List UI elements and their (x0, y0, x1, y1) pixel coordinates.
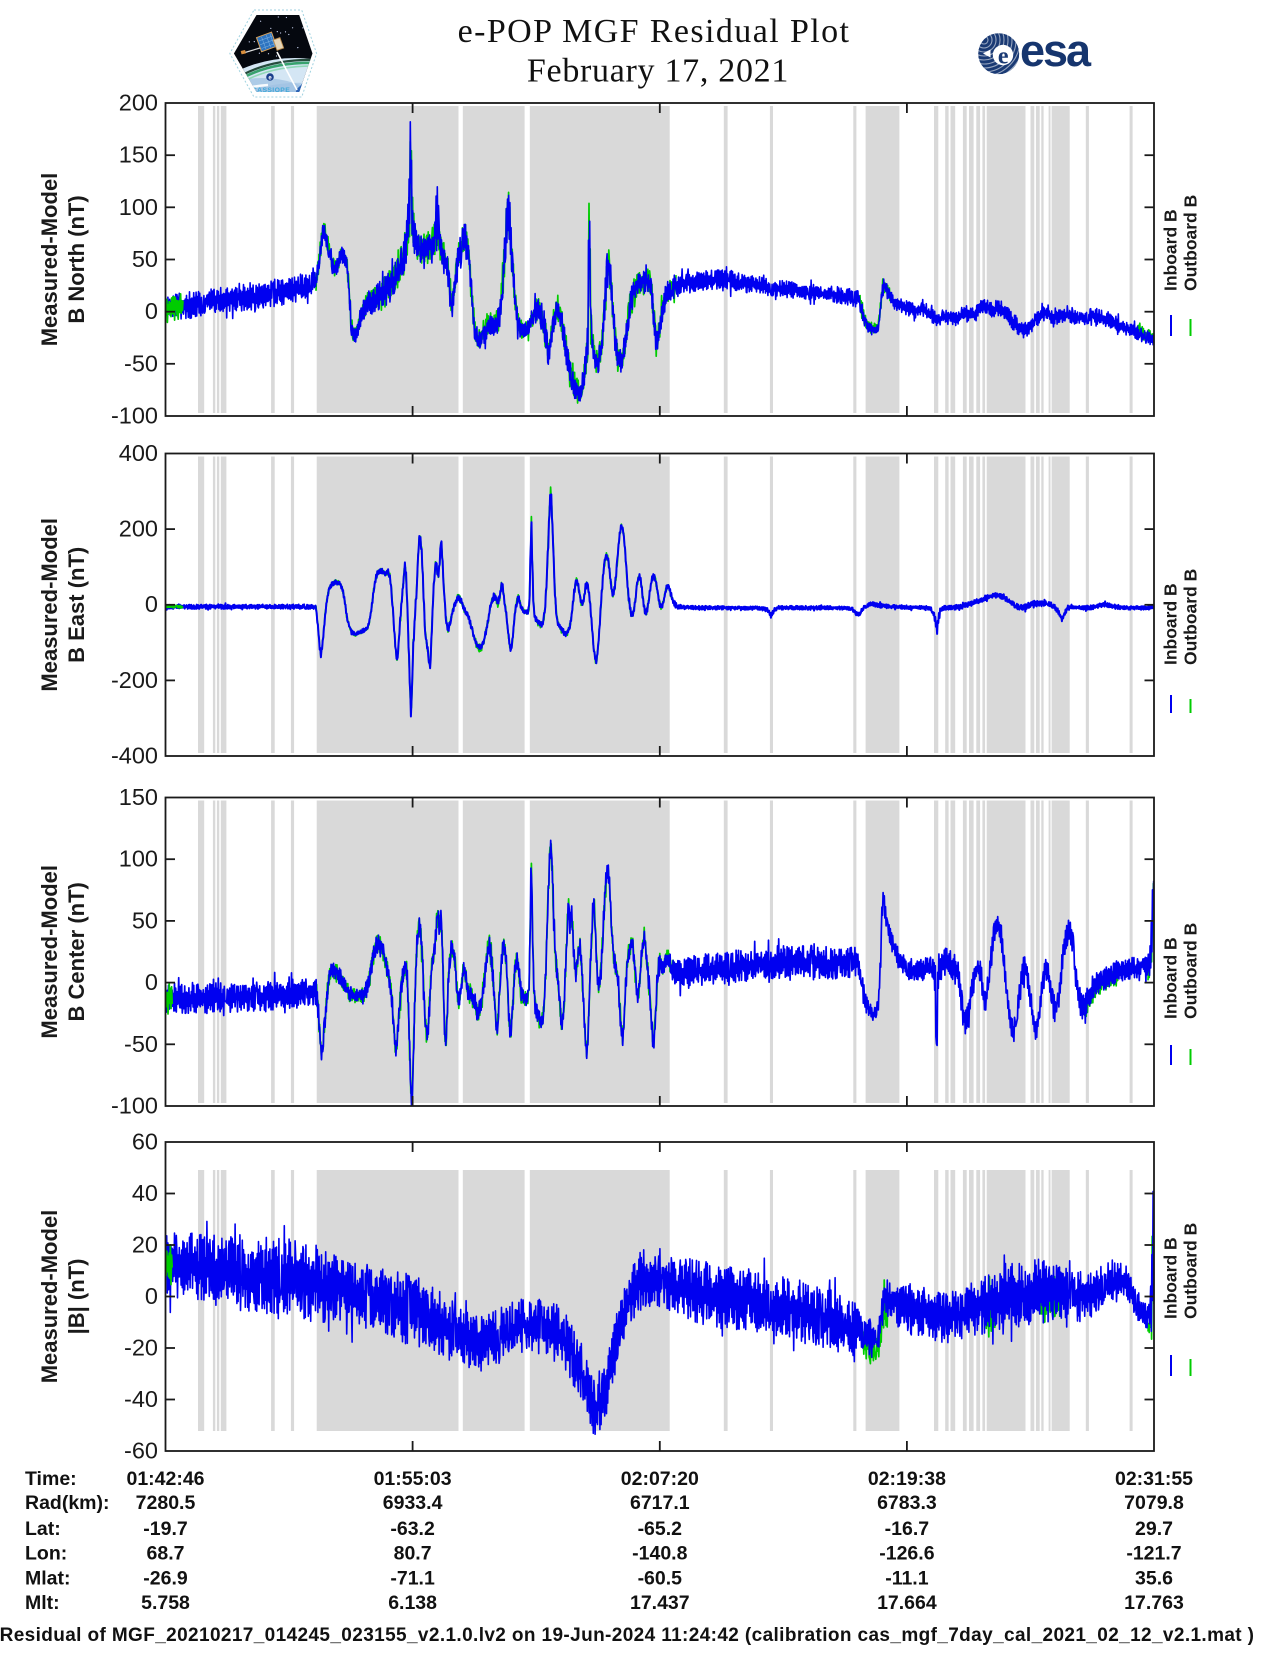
svg-text:02:19:38: 02:19:38 (868, 1468, 946, 1490)
svg-text:01:55:03: 01:55:03 (374, 1468, 452, 1490)
svg-text:Outboard B: Outboard B (1181, 195, 1201, 291)
svg-text:02:31:55: 02:31:55 (1115, 1468, 1193, 1490)
svg-text:68.7: 68.7 (147, 1543, 185, 1565)
svg-text:-26.9: -26.9 (143, 1568, 188, 1590)
svg-text:Residual of MGF_20210217_01424: Residual of MGF_20210217_014245_023155_v… (0, 1625, 1254, 1646)
svg-text:200: 200 (119, 516, 158, 542)
svg-text:7079.8: 7079.8 (1124, 1492, 1184, 1514)
svg-text:17.763: 17.763 (1124, 1592, 1184, 1614)
svg-text:Inboard B: Inboard B (1161, 209, 1181, 291)
svg-text:February 17, 2021: February 17, 2021 (527, 53, 789, 90)
svg-text:-60: -60 (124, 1438, 158, 1464)
svg-text:200: 200 (119, 90, 158, 116)
svg-text:100: 100 (119, 846, 158, 872)
svg-text:0: 0 (145, 1283, 158, 1309)
svg-text:Mlat:: Mlat: (25, 1568, 71, 1590)
svg-text:-400: -400 (111, 743, 158, 769)
svg-text:-60.5: -60.5 (638, 1568, 683, 1590)
svg-text:150: 150 (119, 784, 158, 810)
svg-text:60: 60 (132, 1129, 158, 1155)
svg-text:0: 0 (145, 298, 158, 324)
svg-text:35.6: 35.6 (1135, 1568, 1173, 1590)
svg-text:B North (nT): B North (nT) (64, 195, 89, 323)
svg-text:-65.2: -65.2 (638, 1518, 683, 1540)
svg-text:5.758: 5.758 (141, 1592, 190, 1614)
svg-text:-63.2: -63.2 (390, 1518, 435, 1540)
svg-text:-11.1: -11.1 (885, 1568, 929, 1590)
svg-text:Time:: Time: (25, 1468, 77, 1490)
svg-text:400: 400 (119, 440, 158, 466)
svg-text:-121.7: -121.7 (1126, 1543, 1181, 1565)
svg-text:Outboard B: Outboard B (1181, 1223, 1201, 1319)
svg-text:Inboard B: Inboard B (1161, 583, 1181, 665)
svg-text:50: 50 (132, 907, 158, 933)
svg-text:0: 0 (145, 591, 158, 617)
svg-text:17.664: 17.664 (877, 1592, 937, 1614)
svg-text:-126.6: -126.6 (879, 1543, 934, 1565)
svg-text:Mlt:: Mlt: (25, 1592, 60, 1614)
svg-text:80.7: 80.7 (394, 1543, 432, 1565)
svg-text:Inboard B: Inboard B (1161, 937, 1181, 1019)
svg-text:-16.7: -16.7 (885, 1518, 929, 1540)
svg-text:02:07:20: 02:07:20 (621, 1468, 699, 1490)
svg-text:-40: -40 (124, 1386, 158, 1412)
svg-text:-50: -50 (124, 350, 158, 376)
svg-text:01:42:46: 01:42:46 (126, 1468, 204, 1490)
svg-text:17.437: 17.437 (630, 1592, 690, 1614)
svg-text:Lon:: Lon: (25, 1543, 67, 1565)
svg-text:6717.1: 6717.1 (630, 1492, 690, 1514)
svg-text:B Center (nT): B Center (nT) (64, 882, 89, 1021)
svg-text:Rad(km):: Rad(km): (25, 1492, 110, 1514)
svg-text:|B| (nT): |B| (nT) (64, 1259, 89, 1335)
svg-text:6933.4: 6933.4 (383, 1492, 443, 1514)
svg-text:Lat:: Lat: (25, 1518, 61, 1540)
svg-text:Measured-Model: Measured-Model (37, 865, 62, 1039)
svg-text:esa: esa (1020, 25, 1092, 76)
svg-text:e: e (998, 44, 1009, 70)
svg-text:100: 100 (119, 194, 158, 220)
svg-text:-200: -200 (111, 667, 158, 693)
svg-text:Measured-Model: Measured-Model (37, 518, 62, 692)
svg-text:50: 50 (132, 246, 158, 272)
svg-text:-19.7: -19.7 (143, 1518, 187, 1540)
svg-text:CASSIOPE: CASSIOPE (252, 87, 290, 94)
svg-text:-100: -100 (111, 403, 158, 429)
svg-text:0: 0 (145, 969, 158, 995)
svg-text:40: 40 (132, 1180, 158, 1206)
svg-text:B East (nT): B East (nT) (64, 547, 89, 663)
svg-text:6.138: 6.138 (388, 1592, 437, 1614)
svg-text:-140.8: -140.8 (632, 1543, 687, 1565)
svg-text:Outboard B: Outboard B (1181, 569, 1201, 665)
svg-text:Inboard B: Inboard B (1161, 1237, 1181, 1319)
svg-text:e-POP MGF Residual Plot: e-POP MGF Residual Plot (458, 13, 851, 50)
svg-text:-100: -100 (111, 1093, 158, 1119)
svg-text:150: 150 (119, 142, 158, 168)
svg-text:-20: -20 (124, 1335, 158, 1361)
svg-text:20: 20 (132, 1232, 158, 1258)
svg-text:7280.5: 7280.5 (136, 1492, 196, 1514)
svg-text:-50: -50 (124, 1031, 158, 1057)
svg-text:Measured-Model: Measured-Model (37, 173, 62, 347)
svg-text:-71.1: -71.1 (390, 1568, 435, 1590)
svg-text:e: e (268, 76, 272, 82)
svg-text:6783.3: 6783.3 (877, 1492, 937, 1514)
svg-text:Measured-Model: Measured-Model (37, 1210, 62, 1384)
svg-text:Outboard B: Outboard B (1181, 923, 1201, 1019)
svg-text:29.7: 29.7 (1135, 1518, 1173, 1540)
